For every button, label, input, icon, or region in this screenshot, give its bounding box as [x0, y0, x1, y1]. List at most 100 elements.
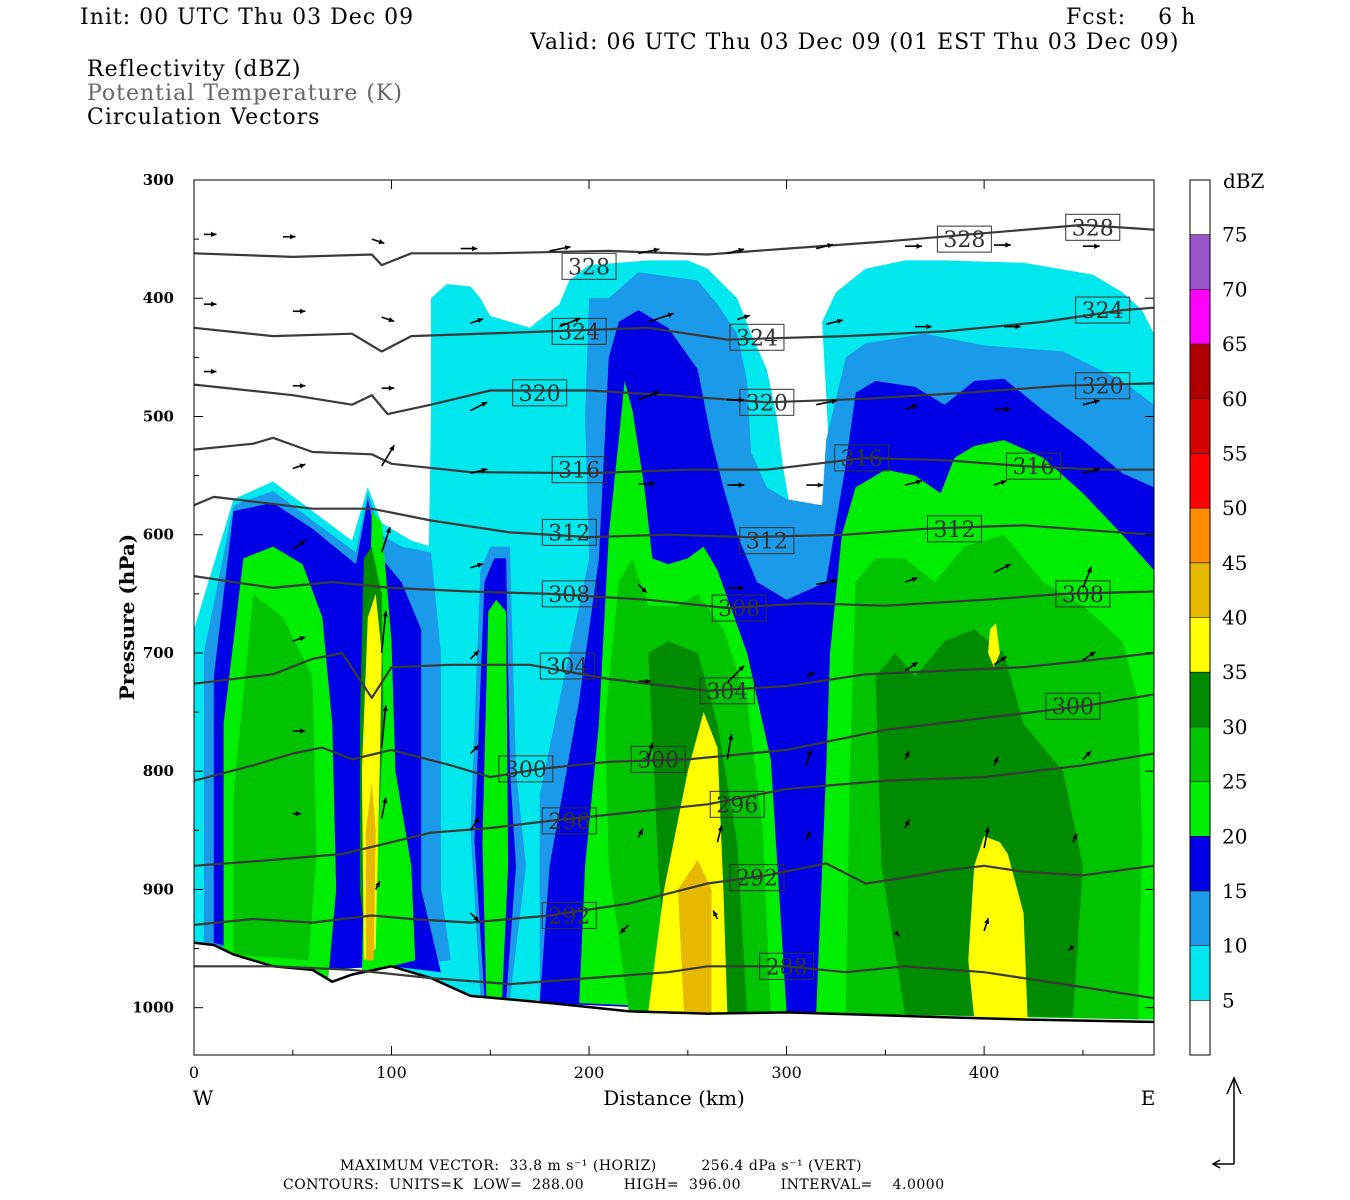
circulation-vector [993, 756, 999, 766]
circulation-vector [904, 819, 911, 829]
vector-head [481, 467, 488, 473]
vector-head [389, 445, 395, 452]
circulation-vector [380, 444, 395, 467]
circulation-vector [638, 678, 652, 684]
vector-head [385, 527, 391, 534]
colorbar-level-label: 45 [1222, 551, 1247, 575]
circulation-vector [638, 390, 660, 401]
vector-head [904, 750, 910, 757]
theta-label-316: 316 [1006, 452, 1062, 480]
colorbar-swatch [1190, 726, 1210, 782]
theta-label-box [1006, 452, 1062, 480]
colorbar-level-label: 25 [1222, 770, 1247, 794]
circulation-vector [816, 578, 838, 586]
colorbar-level-label: 30 [1222, 715, 1247, 739]
circulation-vector [469, 912, 480, 923]
theta-label-box [541, 518, 597, 546]
vector-head [916, 479, 922, 485]
colorbar-swatch [1190, 562, 1210, 618]
valid-time: Valid: 06 UTC Thu 03 Dec 09 (01 EST Thu … [530, 30, 1180, 55]
theta-label-text: 304 [546, 655, 588, 680]
theta-label-text: 292 [548, 904, 590, 929]
colorbar-level-label: 55 [1222, 441, 1247, 465]
vector-head [1000, 480, 1007, 486]
theta-label-292: 292 [541, 901, 597, 929]
circulation-vector [1082, 467, 1100, 475]
vector-head [738, 665, 745, 672]
circulation-vector [380, 705, 388, 748]
vector-head [817, 482, 824, 488]
circulation-vector [549, 245, 571, 252]
circulation-vector [805, 749, 812, 767]
theta-label-text: 288 [766, 955, 808, 980]
theta-label-316: 316 [551, 456, 607, 484]
vector-head [916, 243, 922, 249]
theta-label-text: 312 [548, 521, 590, 546]
theta-label-box [1075, 372, 1131, 400]
circulation-vector [736, 314, 751, 321]
theta-label-box [512, 379, 568, 407]
colorbar-swatch [1190, 234, 1210, 290]
circulation-vector [727, 397, 745, 403]
theta-label-box [729, 864, 785, 892]
circulation-vector [1072, 833, 1078, 843]
theta-label-text: 312 [746, 530, 788, 555]
circulation-vector [994, 406, 1011, 413]
circulation-vector [292, 636, 306, 642]
colorbar-swatch [1190, 672, 1210, 727]
reflectivity-region-25dbz [233, 593, 317, 961]
theta-label-312: 312 [739, 527, 795, 555]
theta-contour-316 [194, 436, 1154, 475]
colorbar-level-label: 5 [1222, 988, 1235, 1012]
circulation-vector [381, 316, 395, 323]
vector-head [472, 245, 478, 252]
colorbar-swatch [1190, 1000, 1210, 1055]
vector-head [1085, 750, 1092, 757]
theta-contour-308 [194, 575, 1154, 610]
theta-label-328: 328 [1065, 213, 1121, 241]
vector-head [1072, 833, 1078, 840]
vector-head [911, 662, 918, 668]
colorbar-swatch [1190, 453, 1210, 509]
circulation-vector [726, 665, 745, 684]
vector-head [378, 239, 385, 245]
vector-head [1015, 324, 1021, 330]
circulation-vector [292, 728, 306, 734]
theta-label-box [711, 594, 767, 622]
vector-head [713, 910, 719, 917]
theta-label-text: 308 [718, 597, 760, 622]
circulation-vector [1082, 651, 1096, 661]
x-axis-west-label: W [193, 1086, 214, 1110]
circulation-vector [375, 880, 381, 890]
circulation-vector [1082, 750, 1092, 760]
theta-label-box [1055, 580, 1111, 608]
vector-head [738, 247, 745, 253]
theta-label-box [630, 745, 686, 773]
vector-head [473, 915, 479, 922]
vector-head [473, 745, 479, 751]
y-tick-label: 600 [143, 526, 174, 544]
circulation-vector [460, 245, 478, 252]
circulation-vector [638, 247, 660, 255]
vector-head [211, 301, 217, 307]
vector-head [481, 402, 488, 407]
vector-head [299, 540, 306, 546]
theta-label-box [541, 807, 597, 835]
vector-head [1004, 564, 1011, 569]
theta-label-300: 300 [498, 755, 554, 783]
vector-head [473, 817, 479, 824]
circulation-vector [893, 930, 901, 937]
theta-label-box [936, 225, 992, 253]
theta-label-308: 308 [1055, 580, 1111, 608]
circulation-vector [559, 317, 581, 328]
circulation-vector [994, 242, 1011, 248]
theta-label-320: 320 [1075, 372, 1131, 400]
theta-label-text: 320 [746, 391, 788, 416]
circulation-vector [203, 231, 217, 238]
theta-label-box [926, 515, 982, 543]
y-tick-label: 300 [143, 171, 174, 189]
theta-label-text: 304 [706, 680, 748, 705]
vector-head [295, 811, 302, 817]
theta-contour-296 [194, 752, 1154, 867]
vector-head [904, 819, 910, 826]
